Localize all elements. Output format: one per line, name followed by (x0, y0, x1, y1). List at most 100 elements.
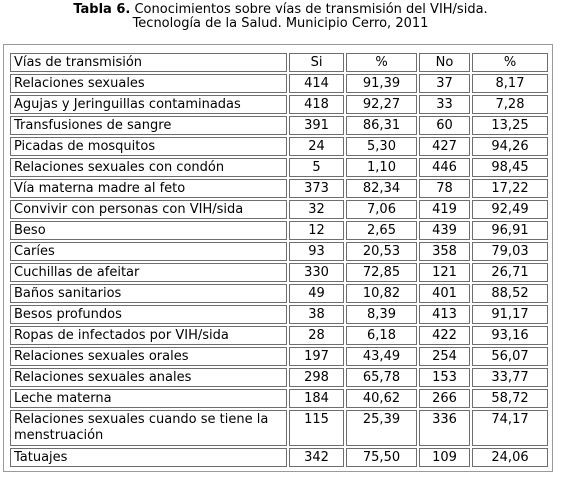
cell-si-count: 28 (289, 326, 344, 345)
table-caption: Tabla 6. Conocimientos sobre vías de tra… (0, 3, 561, 31)
cell-no-count: 266 (419, 389, 470, 408)
cell-si-percent: 43,49 (346, 347, 417, 366)
cell-no-count: 121 (419, 263, 470, 282)
cell-no-percent: 17,22 (472, 179, 548, 198)
cell-route: Beso (10, 221, 287, 240)
cell-no-count: 37 (419, 74, 470, 93)
transmission-table: Vías de transmisión Si% No% Relaciones sexu… (10, 53, 548, 467)
cell-no-count: 422 (419, 326, 470, 345)
header-si-count: Si (289, 53, 344, 72)
cell-route: Relaciones sexuales cuando se tiene la m… (10, 410, 287, 446)
cell-si-count: 38 (289, 305, 344, 324)
cell-si-percent: 25,39 (346, 410, 417, 446)
cell-no-percent: 33,77 (472, 368, 548, 387)
cell-no-count: 153 (419, 368, 470, 387)
cell-no-percent: 13,25 (472, 116, 548, 135)
table-number: Tabla 6. (73, 2, 131, 17)
cell-route: Vía materna madre al feto (10, 179, 287, 198)
cell-no-percent: 26,71 (472, 263, 548, 282)
header-si-percent: % (346, 53, 417, 72)
cell-route: Relaciones sexuales anales (10, 368, 287, 387)
cell-si-percent: 1,10 (346, 158, 417, 177)
cell-si-count: 49 (289, 284, 344, 303)
cell-no-count: 254 (419, 347, 470, 366)
cell-no-percent: 88,52 (472, 284, 548, 303)
cell-route: Caríes (10, 242, 287, 261)
cell-no-percent: 94,26 (472, 137, 548, 156)
cell-no-count: 109 (419, 448, 470, 467)
cell-si-percent: 75,50 (346, 448, 417, 467)
cell-si-count: 12 (289, 221, 344, 240)
cell-no-count: 446 (419, 158, 470, 177)
cell-si-count: 93 (289, 242, 344, 261)
cell-si-count: 418 (289, 95, 344, 114)
cell-route: Tatuajes (10, 448, 287, 467)
cell-si-count: 414 (289, 74, 344, 93)
cell-route: Baños sanitarios (10, 284, 287, 303)
cell-si-percent: 6,18 (346, 326, 417, 345)
cell-route: Cuchillas de afeitar (10, 263, 287, 282)
cell-no-percent: 58,72 (472, 389, 548, 408)
cell-no-percent: 92,49 (472, 200, 548, 219)
cell-si-percent: 7,06 (346, 200, 417, 219)
cell-no-percent: 56,07 (472, 347, 548, 366)
cell-si-percent: 5,30 (346, 137, 417, 156)
cell-no-percent: 98,45 (472, 158, 548, 177)
caption-line-2: Tecnología de la Salud. Municipio Cerro,… (132, 16, 429, 31)
cell-si-percent: 65,78 (346, 368, 417, 387)
cell-no-percent: 79,03 (472, 242, 548, 261)
cell-no-count: 419 (419, 200, 470, 219)
cell-route: Relaciones sexuales (10, 74, 287, 93)
cell-si-percent: 92,27 (346, 95, 417, 114)
cell-si-percent: 8,39 (346, 305, 417, 324)
cell-si-count: 24 (289, 137, 344, 156)
cell-no-percent: 96,91 (472, 221, 548, 240)
cell-no-percent: 93,16 (472, 326, 548, 345)
cell-si-count: 391 (289, 116, 344, 135)
cell-route: Relaciones sexuales orales (10, 347, 287, 366)
cell-no-count: 60 (419, 116, 470, 135)
cell-route: Besos profundos (10, 305, 287, 324)
cell-si-percent: 91,39 (346, 74, 417, 93)
cell-route: Ropas de infectados por VIH/sida (10, 326, 287, 345)
cell-si-count: 342 (289, 448, 344, 467)
cell-no-percent: 24,06 (472, 448, 548, 467)
cell-si-percent: 10,82 (346, 284, 417, 303)
header-no-count: No (419, 53, 470, 72)
cell-no-count: 358 (419, 242, 470, 261)
cell-route: Convivir con personas con VIH/sida (10, 200, 287, 219)
cell-si-count: 373 (289, 179, 344, 198)
header-no-percent: % (472, 53, 548, 72)
cell-route: Picadas de mosquitos (10, 137, 287, 156)
cell-route: Agujas y Jeringuillas contaminadas (10, 95, 287, 114)
table-frame (3, 44, 553, 472)
caption-title: Conocimientos sobre vías de transmisión … (134, 2, 488, 17)
cell-no-percent: 8,17 (472, 74, 548, 93)
cell-no-percent: 7,28 (472, 95, 548, 114)
cell-si-count: 115 (289, 410, 344, 446)
header-route: Vías de transmisión (10, 53, 287, 72)
cell-no-count: 33 (419, 95, 470, 114)
cell-no-count: 336 (419, 410, 470, 446)
cell-si-percent: 40,62 (346, 389, 417, 408)
cell-no-count: 427 (419, 137, 470, 156)
cell-no-count: 78 (419, 179, 470, 198)
cell-si-percent: 20,53 (346, 242, 417, 261)
cell-no-percent: 74,17 (472, 410, 548, 446)
cell-si-count: 32 (289, 200, 344, 219)
cell-si-count: 330 (289, 263, 344, 282)
cell-no-percent: 91,17 (472, 305, 548, 324)
cell-si-count: 184 (289, 389, 344, 408)
cell-route: Leche materna (10, 389, 287, 408)
cell-si-percent: 2,65 (346, 221, 417, 240)
cell-si-count: 298 (289, 368, 344, 387)
caption-line-1: Tabla 6. Conocimientos sobre vías de tra… (0, 3, 561, 17)
cell-si-count: 5 (289, 158, 344, 177)
cell-route: Relaciones sexuales con condón (10, 158, 287, 177)
cell-si-count: 197 (289, 347, 344, 366)
cell-route: Transfusiones de sangre (10, 116, 287, 135)
cell-no-count: 413 (419, 305, 470, 324)
cell-si-percent: 86,31 (346, 116, 417, 135)
cell-no-count: 401 (419, 284, 470, 303)
cell-si-percent: 82,34 (346, 179, 417, 198)
